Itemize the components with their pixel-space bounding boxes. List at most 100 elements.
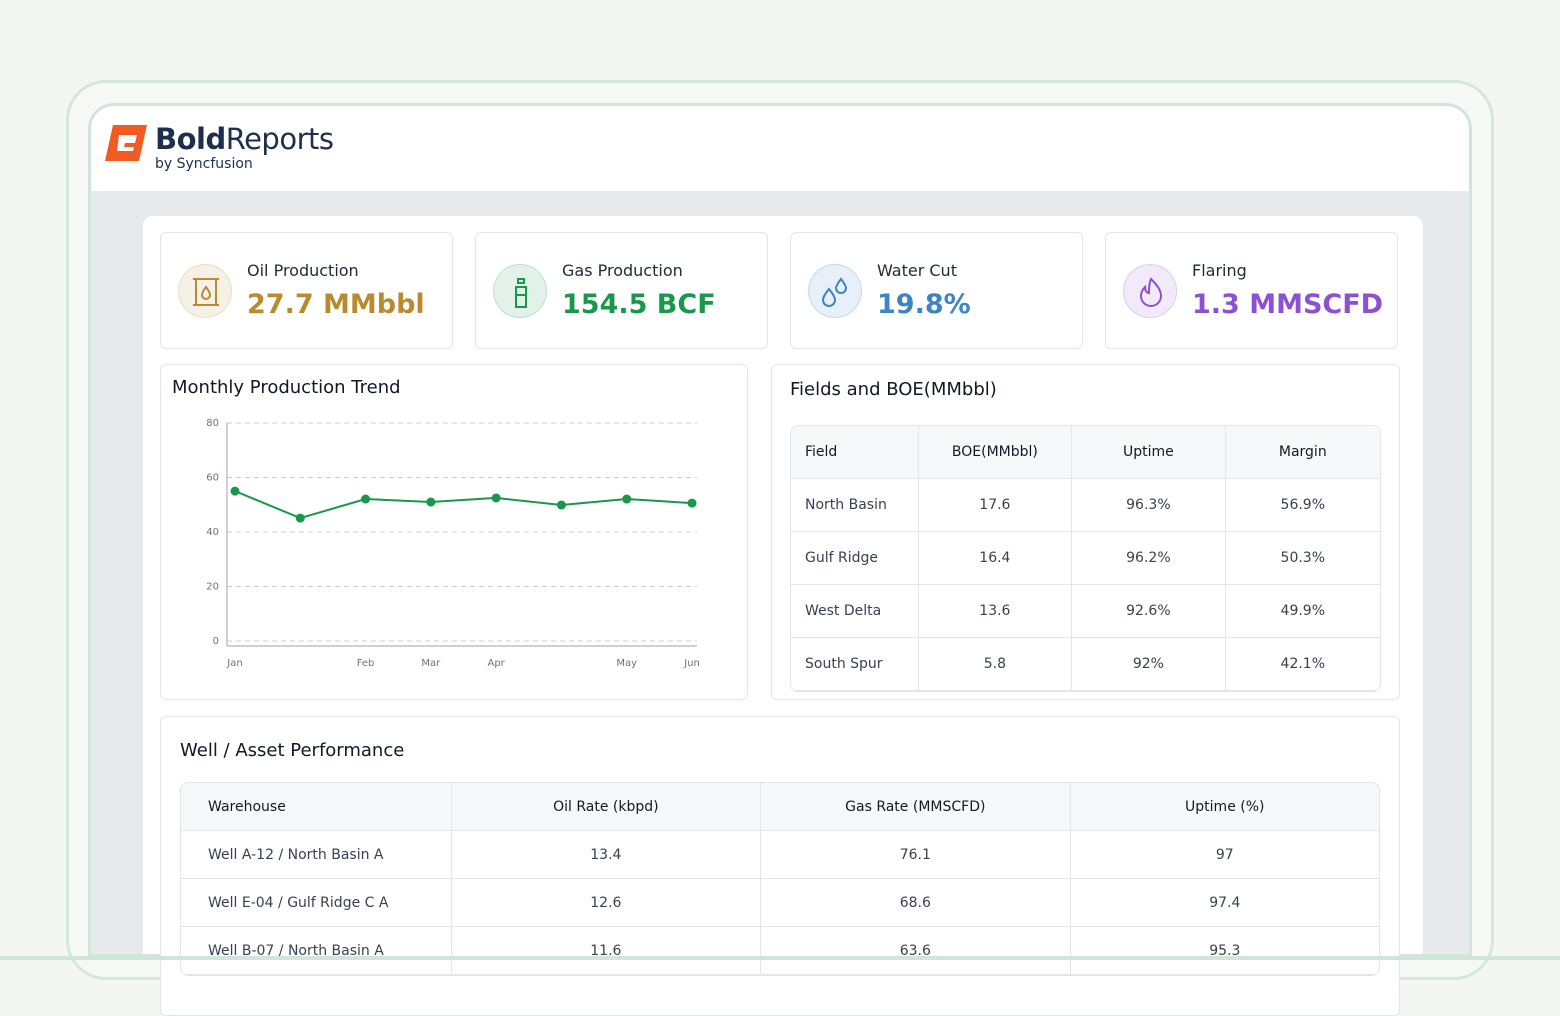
column-header: Uptime (%) (1070, 783, 1379, 831)
data-point (687, 498, 697, 508)
cell: 13.4 (451, 831, 762, 879)
brand-bold: Bold (155, 122, 226, 156)
kpi-value: 154.5 BCF (562, 289, 716, 320)
y-tick-label: 0 (213, 636, 219, 647)
brand-by: by Syncfusion (155, 156, 253, 172)
row: Well A-12 / North Basin A 13.4 76.1 97 (181, 831, 1379, 879)
kpi-icon (808, 264, 862, 318)
cell: 56.9% (1225, 479, 1380, 532)
cell: West Delta (791, 585, 919, 638)
x-tick-label: Feb (357, 658, 375, 669)
y-tick-label: 80 (206, 418, 219, 429)
cell: 95.3 (1070, 927, 1379, 975)
kpi-value: 27.7 MMbbl (247, 289, 425, 320)
cell: 92.6% (1072, 585, 1226, 638)
x-tick-label: Jan (226, 658, 242, 669)
data-point (361, 494, 371, 504)
data-point (491, 493, 501, 503)
cell: Gulf Ridge (791, 532, 919, 585)
cell: South Spur (791, 638, 919, 691)
y-tick-label: 60 (206, 473, 219, 484)
kpi-card: Gas Production 154.5 BCF (475, 232, 768, 349)
cell: 68.6 (761, 879, 1071, 927)
page: BoldReports by Syncfusion Monthly Produc… (0, 80, 1560, 1016)
table: Warehouse Oil Rate (kbpd) Gas Rate (MMSCFD… (181, 783, 1379, 975)
kpi-label: Gas Production (562, 261, 683, 280)
row: West Delta 13.6 92.6% 49.9% (791, 585, 1380, 638)
kpi-glyph (1139, 277, 1163, 307)
data-point (426, 497, 436, 507)
cell: 16.4 (918, 532, 1073, 585)
kpi-card: Water Cut 19.8% (790, 232, 1083, 349)
cell: 49.9% (1225, 585, 1380, 638)
data-point (295, 513, 305, 523)
header-row: Warehouse Oil Rate (kbpd) Gas Rate (MMSCFD… (181, 783, 1379, 831)
table: Field BOE(MMbbl) Uptime Margin North Basin 17… (791, 426, 1380, 691)
data-point (556, 500, 566, 510)
fields-card: Fields and BOE(MMbbl) Field BOE(MMbbl) Upt… (771, 364, 1400, 700)
row: Well E-04 / Gulf Ridge C A 12.6 68.6 97.4 (181, 879, 1379, 927)
cell: Well A-12 / North Basin A (181, 831, 452, 879)
kpi-glyph (193, 278, 219, 306)
chart: 0 20 40 60 80 Jan Feb Mar Apr May Jun (206, 418, 700, 669)
column-header: BOE(MMbbl) (918, 426, 1073, 479)
cell: 11.6 (451, 927, 762, 975)
header-row: Field BOE(MMbbl) Uptime Margin (791, 426, 1380, 479)
cell: 97 (1070, 831, 1379, 879)
x-tick-label: May (616, 658, 637, 669)
logo-icon (105, 125, 147, 161)
y-tick-label: 20 (206, 582, 219, 593)
well-card: Well / Asset Performance Warehouse Oil Ra… (160, 716, 1400, 1016)
cell: 12.6 (451, 879, 762, 927)
kpi-label: Water Cut (877, 261, 957, 280)
data-point (230, 486, 240, 496)
row: North Basin 17.6 96.3% 56.9% (791, 479, 1380, 532)
chart-title: Monthly Production Trend (172, 377, 401, 398)
data-point (622, 494, 632, 504)
kpi-glyph (515, 278, 527, 308)
kpi-icon (1123, 264, 1177, 318)
row: South Spur 5.8 92% 42.1% (791, 638, 1380, 691)
column-header: Warehouse (181, 783, 452, 831)
fields-title: Fields and BOE(MMbbl) (790, 379, 997, 400)
bottom-edge (0, 956, 1560, 960)
brand-name: BoldReports (155, 122, 334, 156)
column-header: Field (791, 426, 919, 479)
kpi-value: 19.8% (877, 289, 971, 320)
column-header: Gas Rate (MMSCFD) (761, 783, 1071, 831)
cell: 92% (1072, 638, 1226, 691)
kpi-card: Oil Production 27.7 MMbbl (160, 232, 453, 349)
cell: North Basin (791, 479, 919, 532)
x-tick-label: Jun (683, 658, 700, 669)
cell: 96.3% (1072, 479, 1226, 532)
brand-rest: Reports (225, 122, 334, 156)
kpi-label: Oil Production (247, 261, 359, 280)
kpi-value: 1.3 MMSCFD (1192, 289, 1384, 320)
cell: 97.4 (1070, 879, 1379, 927)
cell: Well E-04 / Gulf Ridge C A (181, 879, 452, 927)
x-tick-label: Mar (421, 658, 441, 669)
kpi-icon (493, 264, 547, 318)
cell: 42.1% (1225, 638, 1380, 691)
x-tick-label: Apr (487, 658, 505, 669)
row: Gulf Ridge 16.4 96.2% 50.3% (791, 532, 1380, 585)
well-table-wrap: Warehouse Oil Rate (kbpd) Gas Rate (MMSCFD… (180, 782, 1380, 976)
fields-table-wrap: Field BOE(MMbbl) Uptime Margin North Basin 17… (790, 425, 1381, 692)
cell: 63.6 (761, 927, 1071, 975)
y-tick-label: 40 (206, 527, 219, 538)
cell: 96.2% (1072, 532, 1226, 585)
column-header: Margin (1225, 426, 1380, 479)
column-header: Oil Rate (kbpd) (451, 783, 762, 831)
column-header: Uptime (1072, 426, 1226, 479)
kpi-glyph (821, 277, 848, 307)
well-title: Well / Asset Performance (180, 740, 405, 761)
cell: 76.1 (761, 831, 1071, 879)
kpi-card: Flaring 1.3 MMSCFD (1105, 232, 1398, 349)
cell: Well B-07 / North Basin A (181, 927, 452, 975)
cell: 5.8 (918, 638, 1073, 691)
series-line (234, 490, 693, 520)
header: BoldReports by Syncfusion (91, 106, 1469, 191)
cell: 13.6 (918, 585, 1073, 638)
kpi-icon (178, 264, 232, 318)
chart-card: Monthly Production Trend 0 20 40 60 80 Jan Feb… (160, 364, 748, 700)
